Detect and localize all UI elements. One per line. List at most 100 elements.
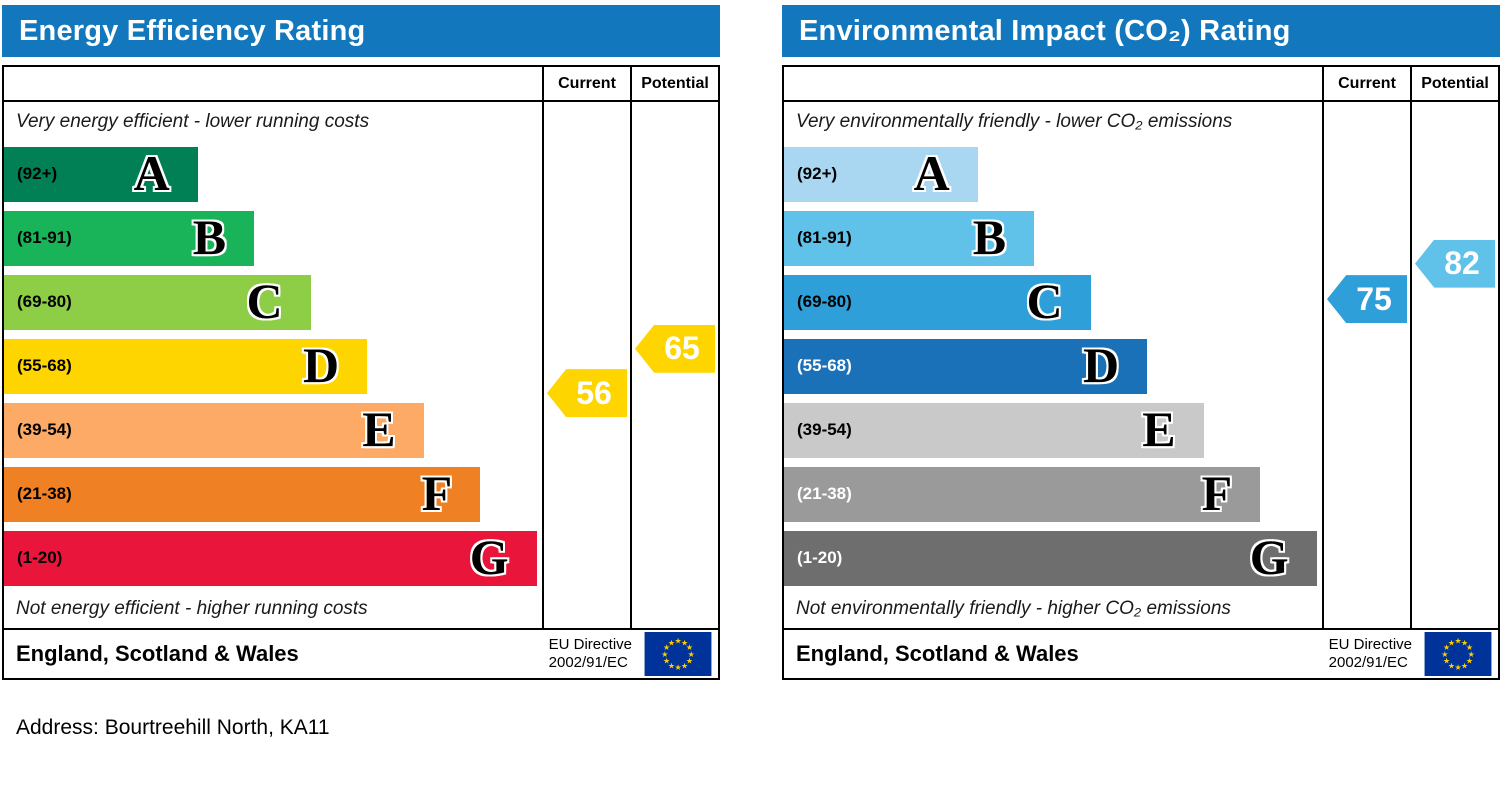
band-range-label: (81-91): [17, 228, 72, 247]
band-bar-a: (92+) A: [4, 146, 198, 202]
eu-flag-icon: ★ ★★★★★★★★★★★: [1424, 632, 1492, 676]
potential-column-header: Potential: [630, 67, 718, 100]
svg-text:★: ★: [1443, 643, 1450, 652]
current-rating-column: 56: [542, 102, 630, 628]
band-row-c: (69-80) C: [784, 270, 1322, 334]
eu-directive-label: EU Directive 2002/91/EC: [549, 636, 632, 672]
region-label: England, Scotland & Wales: [796, 641, 1079, 666]
band-range-label: (55-68): [797, 356, 852, 375]
table-footer: England, Scotland & Wales EU Directive 2…: [4, 628, 718, 678]
address-line: Address: Bourtreehill North, KA11: [16, 716, 330, 739]
svg-text:★: ★: [668, 661, 675, 670]
band-row-b: (81-91) B: [784, 206, 1322, 270]
potential-rating-column: 65: [630, 102, 718, 628]
current-rating-column: 75: [1322, 102, 1410, 628]
band-bar-e: (39-54) E: [784, 401, 1204, 458]
band-row-a: (92+) A: [784, 142, 1322, 206]
svg-text:★: ★: [1461, 661, 1468, 670]
eu-directive-label: EU Directive 2002/91/EC: [1329, 636, 1412, 672]
band-letter: B: [972, 209, 1007, 265]
table-header-row: Current Potential: [4, 67, 718, 102]
table-header-row: Current Potential: [784, 67, 1498, 102]
eu-directive-line2: 2002/91/EC: [1328, 654, 1408, 671]
band-row-g: (1-20) G: [784, 526, 1322, 590]
band-range-label: (39-54): [797, 420, 852, 439]
top-caption: Very environmentally friendly - lower CO…: [796, 111, 1233, 132]
energy-efficiency-chart: Energy Efficiency Rating Current Potenti…: [2, 5, 720, 680]
environmental-impact-title: Environmental Impact (CO₂) Rating: [782, 5, 1500, 57]
table-footer: England, Scotland & Wales EU Directive 2…: [784, 628, 1498, 678]
band-row-c: (69-80) C: [4, 270, 542, 334]
band-range-label: (81-91): [797, 228, 852, 247]
svg-text:★: ★: [668, 638, 675, 647]
band-range-label: (21-38): [17, 484, 72, 503]
svg-text:★: ★: [688, 650, 695, 659]
band-row-f: (21-38) F: [784, 462, 1322, 526]
svg-text:★: ★: [1443, 656, 1450, 665]
current-column-header: Current: [542, 67, 630, 100]
band-row-b: (81-91) B: [4, 206, 542, 270]
band-bar-a: (92+) A: [784, 145, 978, 202]
top-caption: Very energy efficient - lower running co…: [16, 111, 370, 132]
band-letter: F: [1201, 465, 1233, 521]
eu-directive-line1: EU Directive: [1328, 636, 1412, 653]
svg-text:★: ★: [1454, 663, 1461, 672]
svg-text:★: ★: [686, 656, 693, 665]
band-range-label: (21-38): [797, 484, 852, 503]
svg-text:★: ★: [674, 663, 681, 672]
band-range-label: (39-54): [17, 420, 72, 439]
svg-text:★: ★: [1448, 638, 1455, 647]
svg-text:★: ★: [1461, 638, 1468, 647]
rating-scale-column: Very environmentally friendly - lower CO…: [784, 102, 1322, 628]
band-row-g: (1-20) G: [4, 526, 542, 590]
rating-scale-column: Very energy efficient - lower running co…: [4, 102, 542, 628]
eu-flag-icon: ★ ★★★★★★★★★★★: [644, 632, 712, 676]
eu-directive-line1: EU Directive: [548, 636, 632, 653]
band-letter: A: [913, 145, 950, 201]
band-range-label: (1-20): [17, 548, 63, 567]
band-bar-f: (21-38) F: [784, 465, 1261, 522]
band-row-d: (55-68) D: [784, 334, 1322, 398]
svg-text:★: ★: [663, 656, 670, 665]
energy-efficiency-table: Current Potential Very energy efficient …: [2, 65, 720, 680]
current-rating-arrow: 56: [547, 369, 627, 418]
band-bar-c: (69-80) C: [784, 273, 1091, 330]
charts-row: Energy Efficiency Rating Current Potenti…: [2, 5, 1501, 680]
environmental-impact-chart: Environmental Impact (CO₂) Rating Curren…: [782, 5, 1500, 680]
band-letter: E: [362, 401, 396, 457]
band-bar-d: (55-68) D: [4, 338, 368, 394]
svg-text:★: ★: [1441, 650, 1448, 659]
band-bar-b: (81-91) B: [784, 209, 1035, 266]
region-label: England, Scotland & Wales: [16, 641, 299, 666]
environmental-impact-table: Current Potential Very environmentally f…: [782, 65, 1500, 680]
table-body: Very energy efficient - lower running co…: [4, 102, 718, 628]
band-row-a: (92+) A: [4, 142, 542, 206]
band-bar-b: (81-91) B: [4, 209, 255, 266]
band-letter: B: [192, 209, 227, 265]
band-row-f: (21-38) F: [4, 462, 542, 526]
rating-scale-header: [784, 67, 1322, 100]
band-range-label: (1-20): [797, 548, 843, 567]
band-letter: E: [1142, 401, 1176, 457]
band-bar-g: (1-20) G: [784, 530, 1317, 586]
energy-efficiency-title: Energy Efficiency Rating: [2, 5, 720, 57]
svg-text:★: ★: [1466, 656, 1473, 665]
potential-column-header: Potential: [1410, 67, 1498, 100]
svg-text:★: ★: [1448, 661, 1455, 670]
band-bar-e: (39-54) E: [4, 401, 424, 458]
svg-text:★: ★: [1466, 643, 1473, 652]
band-letter: C: [246, 273, 283, 329]
bands: (92+) A (81-91) B (69-80) C (55-68) D (39-54) E (2…: [784, 142, 1322, 590]
band-bar-c: (69-80) C: [4, 273, 311, 330]
band-letter: C: [1026, 273, 1063, 329]
svg-text:★: ★: [663, 643, 670, 652]
band-bar-d: (55-68) D: [784, 338, 1148, 394]
svg-text:★: ★: [686, 643, 693, 652]
svg-text:★: ★: [1454, 637, 1461, 646]
svg-text:★: ★: [674, 637, 681, 646]
band-range-label: (69-80): [797, 292, 852, 311]
band-bar-g: (1-20) G: [4, 530, 537, 586]
band-row-e: (39-54) E: [784, 398, 1322, 462]
rating-scale-header: [4, 67, 542, 100]
current-column-header: Current: [1322, 67, 1410, 100]
